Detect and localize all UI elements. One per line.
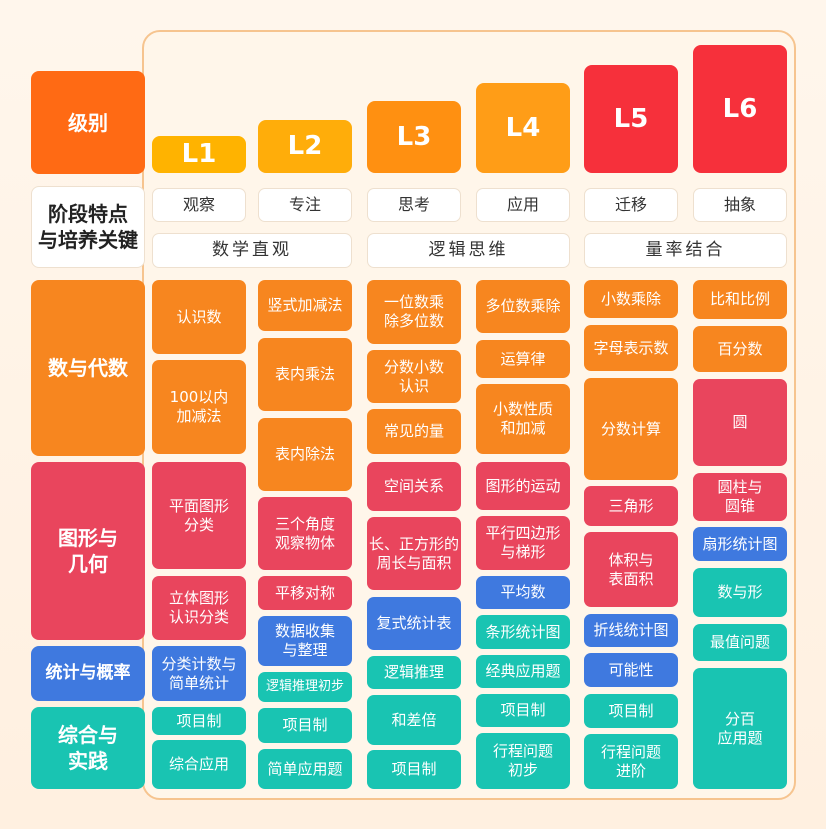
topic-l3: 常见的量: [367, 409, 461, 454]
topic-l4: 项目制: [476, 694, 570, 727]
category-level: 级别: [31, 71, 145, 174]
topic-l4: 行程问题 初步: [476, 733, 570, 789]
topic-l6: 最值问题: [693, 624, 787, 661]
topic-l1: 分类计数与 简单统计: [152, 646, 246, 701]
topic-l5: 三角形: [584, 486, 678, 526]
topic-l2: 表内乘法: [258, 338, 352, 411]
topic-l4: 多位数乘除: [476, 280, 570, 333]
level-l1: L1: [152, 136, 246, 173]
category-practice: 综合与 实践: [31, 707, 145, 789]
topic-l5: 可能性: [584, 653, 678, 687]
topic-l2: 表内除法: [258, 418, 352, 491]
topic-l2: 项目制: [258, 708, 352, 743]
stage-logic: 逻辑思维: [367, 233, 570, 268]
topic-l4: 图形的运动: [476, 462, 570, 510]
topic-l3: 项目制: [367, 750, 461, 789]
topic-l3: 逻辑推理: [367, 656, 461, 689]
topic-l6: 扇形统计图: [693, 527, 787, 561]
topic-l1: 项目制: [152, 707, 246, 735]
curriculum-panel: [142, 30, 796, 800]
stage-ratio: 量率结合: [584, 233, 787, 268]
trait-l2: 专注: [258, 188, 352, 222]
category-geometry: 图形与 几何: [31, 462, 145, 640]
topic-l5: 行程问题 进阶: [584, 734, 678, 789]
topic-l4: 运算律: [476, 340, 570, 378]
topic-l3: 长、正方形的 周长与面积: [367, 517, 461, 590]
trait-l1: 观察: [152, 188, 246, 222]
topic-l2: 平移对称: [258, 576, 352, 610]
topic-l6: 数与形: [693, 568, 787, 617]
trait-l6: 抽象: [693, 188, 787, 222]
topic-l6: 圆柱与 圆锥: [693, 473, 787, 521]
topic-l5: 字母表示数: [584, 325, 678, 371]
topic-l6: 分百 应用题: [693, 668, 787, 789]
trait-l4: 应用: [476, 188, 570, 222]
topic-l3: 分数小数 认识: [367, 350, 461, 403]
category-statistics: 统计与概率: [31, 646, 145, 701]
topic-l1: 立体图形 认识分类: [152, 576, 246, 640]
topic-l1: 认识数: [152, 280, 246, 354]
topic-l2: 竖式加减法: [258, 280, 352, 331]
topic-l6: 百分数: [693, 326, 787, 372]
topic-l4: 经典应用题: [476, 655, 570, 688]
topic-l3: 复式统计表: [367, 597, 461, 650]
topic-l5: 折线统计图: [584, 614, 678, 647]
topic-l5: 小数乘除: [584, 280, 678, 318]
topic-l3: 空间关系: [367, 462, 461, 511]
topic-l1: 平面图形 分类: [152, 462, 246, 569]
topic-l2: 数据收集 与整理: [258, 616, 352, 666]
level-l3: L3: [367, 101, 461, 173]
topic-l6: 比和比例: [693, 280, 787, 319]
level-l4: L4: [476, 83, 570, 173]
topic-l3: 和差倍: [367, 695, 461, 745]
level-l2: L2: [258, 120, 352, 173]
stage-intuition: 数学直观: [152, 233, 352, 268]
topic-l4: 平行四边形 与梯形: [476, 516, 570, 570]
category-stage: 阶段特点 与培养关键: [31, 186, 145, 268]
trait-l3: 思考: [367, 188, 461, 222]
level-l5: L5: [584, 65, 678, 173]
category-number-algebra: 数与代数: [31, 280, 145, 456]
topic-l4: 条形统计图: [476, 615, 570, 649]
topic-l1: 100以内 加减法: [152, 360, 246, 454]
topic-l3: 一位数乘 除多位数: [367, 280, 461, 344]
topic-l6: 圆: [693, 379, 787, 466]
topic-l4: 平均数: [476, 576, 570, 609]
trait-l5: 迁移: [584, 188, 678, 222]
topic-l2: 简单应用题: [258, 749, 352, 789]
topic-l5: 体积与 表面积: [584, 532, 678, 607]
topic-l1: 综合应用: [152, 740, 246, 789]
topic-l2: 逻辑推理初步: [258, 672, 352, 702]
topic-l2: 三个角度 观察物体: [258, 497, 352, 570]
level-l6: L6: [693, 45, 787, 173]
topic-l5: 项目制: [584, 694, 678, 728]
topic-l5: 分数计算: [584, 378, 678, 480]
topic-l4: 小数性质 和加减: [476, 384, 570, 454]
